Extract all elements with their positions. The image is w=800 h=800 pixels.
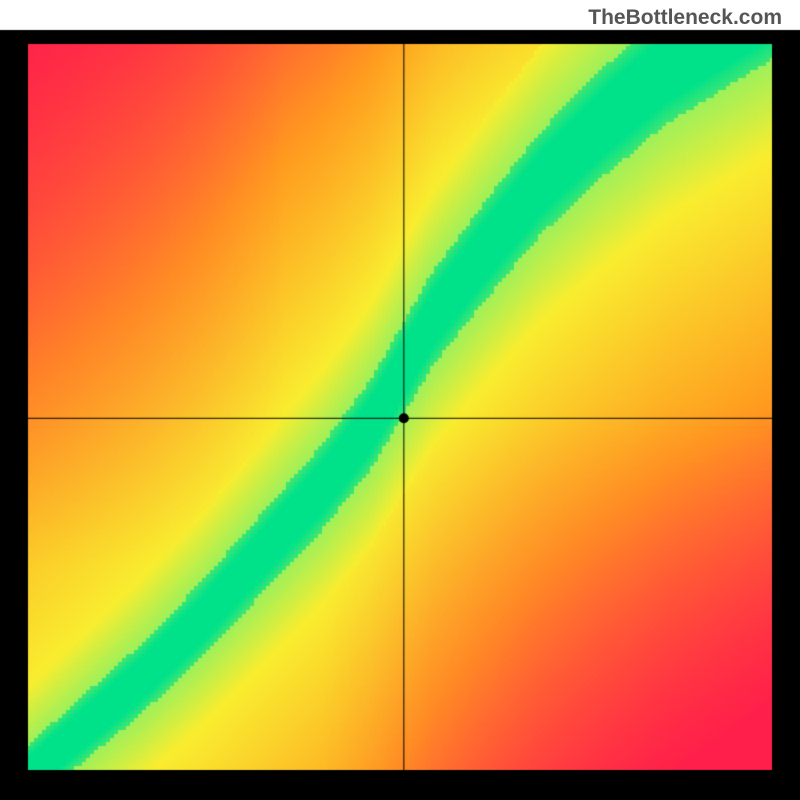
heatmap-canvas bbox=[0, 0, 800, 800]
watermark-text: TheBottleneck.com bbox=[588, 6, 782, 30]
chart-container: TheBottleneck.com bbox=[0, 0, 800, 800]
